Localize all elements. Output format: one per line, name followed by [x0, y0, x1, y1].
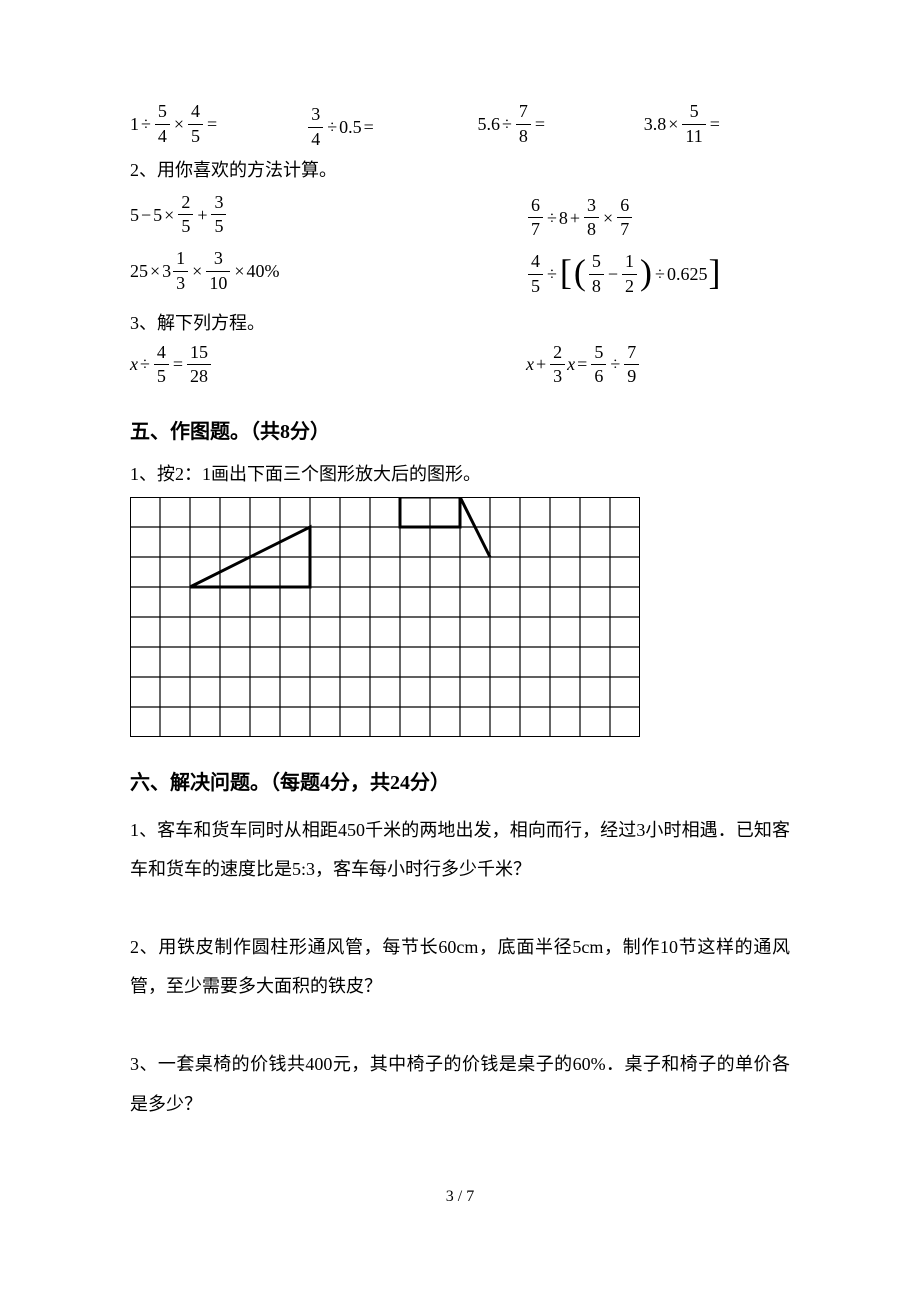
paren-close: ) — [640, 254, 652, 290]
expr-1: 1 ÷ 5 4 × 4 5 = — [130, 103, 219, 145]
q3-title: 3、解下列方程。 — [130, 309, 790, 338]
fraction: 4 5 — [154, 342, 169, 388]
q3-row: x ÷ 4 5 = 15 28 x + 2 — [130, 344, 790, 386]
op-minus: − — [608, 260, 618, 289]
section-6-heading: 六、解决问题。（每题4分，共24分） — [130, 767, 790, 799]
expr-2: 3 4 ÷ 0.5 = — [306, 106, 376, 148]
fraction: 5 8 — [589, 251, 604, 297]
op-eq: = — [173, 350, 183, 379]
section-5-heading: 五、作图题。（共8分） — [130, 416, 790, 448]
fraction: 6 7 — [617, 195, 632, 241]
q2-row-2: 25 × 3 1 3 × 3 10 × 40% — [130, 247, 790, 295]
var-x: x — [130, 350, 138, 379]
op-div: ÷ — [610, 350, 620, 379]
fraction: 1 2 — [622, 251, 637, 297]
op-mul: × — [192, 257, 202, 286]
expr-4: 3.8 × 5 11 = — [644, 103, 722, 145]
op-plus: + — [570, 204, 580, 233]
num: 0.625 — [667, 260, 708, 289]
sec6-q1: 1、客车和货车同时从相距450千米的两地出发，相向而行，经过3小时相遇．已知客车… — [130, 811, 790, 890]
num: 0.5 — [339, 113, 362, 142]
mixed-number: 3 1 3 — [162, 248, 190, 294]
op-mul: × — [668, 110, 678, 139]
bracket-close: ] — [708, 254, 720, 290]
q2-left-2: 25 × 3 1 3 × 3 10 × 40% — [130, 250, 279, 292]
op-eq: = — [207, 110, 217, 139]
op-plus: + — [536, 350, 546, 379]
op-mul: × — [164, 201, 174, 230]
fraction: 5 4 — [155, 101, 170, 147]
num: 25 — [130, 257, 148, 286]
op-minus: − — [141, 201, 151, 230]
q3-left: x ÷ 4 5 = 15 28 — [130, 344, 213, 386]
fraction: 3 5 — [211, 192, 226, 238]
fraction: 6 7 — [528, 195, 543, 241]
q2-right-2: 4 5 ÷ [ ( 5 8 − 1 2 ) ÷ — [526, 253, 721, 295]
op-div: ÷ — [547, 260, 557, 289]
var-x: x — [526, 350, 534, 379]
bracket-open: [ — [560, 254, 572, 290]
sec6-q2: 2、用铁皮制作圆柱形通风管，每节长60cm，底面半径5cm，制作10节这样的通风… — [130, 928, 790, 1007]
op-plus: + — [197, 201, 207, 230]
op-div: ÷ — [547, 204, 557, 233]
page: 1 ÷ 5 4 × 4 5 = 3 — [0, 0, 920, 1250]
num: 5 — [130, 201, 139, 230]
fraction: 3 10 — [206, 248, 230, 294]
op-eq: = — [535, 110, 545, 139]
num: 5 — [153, 201, 162, 230]
q2-title: 2、用你喜欢的方法计算。 — [130, 156, 790, 185]
fraction: 3 4 — [308, 104, 323, 150]
page-number: 3 / 7 — [130, 1184, 790, 1210]
op-eq: = — [364, 113, 374, 142]
op-div: ÷ — [141, 110, 151, 139]
paren-open: ( — [574, 254, 586, 290]
fraction: 3 8 — [584, 195, 599, 241]
op-div: ÷ — [502, 110, 512, 139]
q2-right-1: 6 7 ÷ 8 + 3 8 × 6 7 — [526, 197, 634, 239]
op-mul: × — [174, 110, 184, 139]
num: 5.6 — [478, 110, 501, 139]
op-div: ÷ — [655, 260, 665, 289]
fraction: 15 28 — [187, 342, 211, 388]
fraction: 4 5 — [528, 251, 543, 297]
var-x: x — [567, 350, 575, 379]
op-eq: = — [710, 110, 720, 139]
op-mul: × — [603, 204, 613, 233]
num: 3.8 — [644, 110, 667, 139]
op-div: ÷ — [140, 350, 150, 379]
expr-3: 5.6 ÷ 7 8 = — [478, 103, 548, 145]
percent: 40% — [246, 257, 279, 286]
fraction: 2 3 — [550, 342, 565, 388]
q2-row-1: 5 − 5 × 2 5 + 3 5 6 — [130, 191, 790, 239]
num: 8 — [559, 204, 568, 233]
fraction: 7 8 — [516, 101, 531, 147]
op-mul: × — [150, 257, 160, 286]
grid-figure — [130, 497, 790, 737]
sec6-q3: 3、一套桌椅的价钱共400元，其中椅子的价钱是桌子的60%．桌子和椅子的单价各是… — [130, 1045, 790, 1124]
q2-left-1: 5 − 5 × 2 5 + 3 5 — [130, 194, 228, 236]
whole: 3 — [162, 257, 171, 286]
fraction: 5 11 — [682, 101, 705, 147]
num: 1 — [130, 110, 139, 139]
op-eq: = — [577, 350, 587, 379]
sec5-q1: 1、按2：1画出下面三个图形放大后的图形。 — [130, 460, 790, 489]
op-mul: × — [234, 257, 244, 286]
fraction: 4 5 — [188, 101, 203, 147]
fraction: 1 3 — [173, 248, 188, 294]
equation-row-1: 1 ÷ 5 4 × 4 5 = 3 — [130, 100, 790, 148]
q3-right: x + 2 3 x = 5 6 ÷ 7 9 — [526, 344, 641, 386]
fraction: 2 5 — [178, 192, 193, 238]
fraction: 5 6 — [591, 342, 606, 388]
grid-svg — [130, 497, 640, 737]
fraction: 7 9 — [624, 342, 639, 388]
op-div: ÷ — [327, 113, 337, 142]
